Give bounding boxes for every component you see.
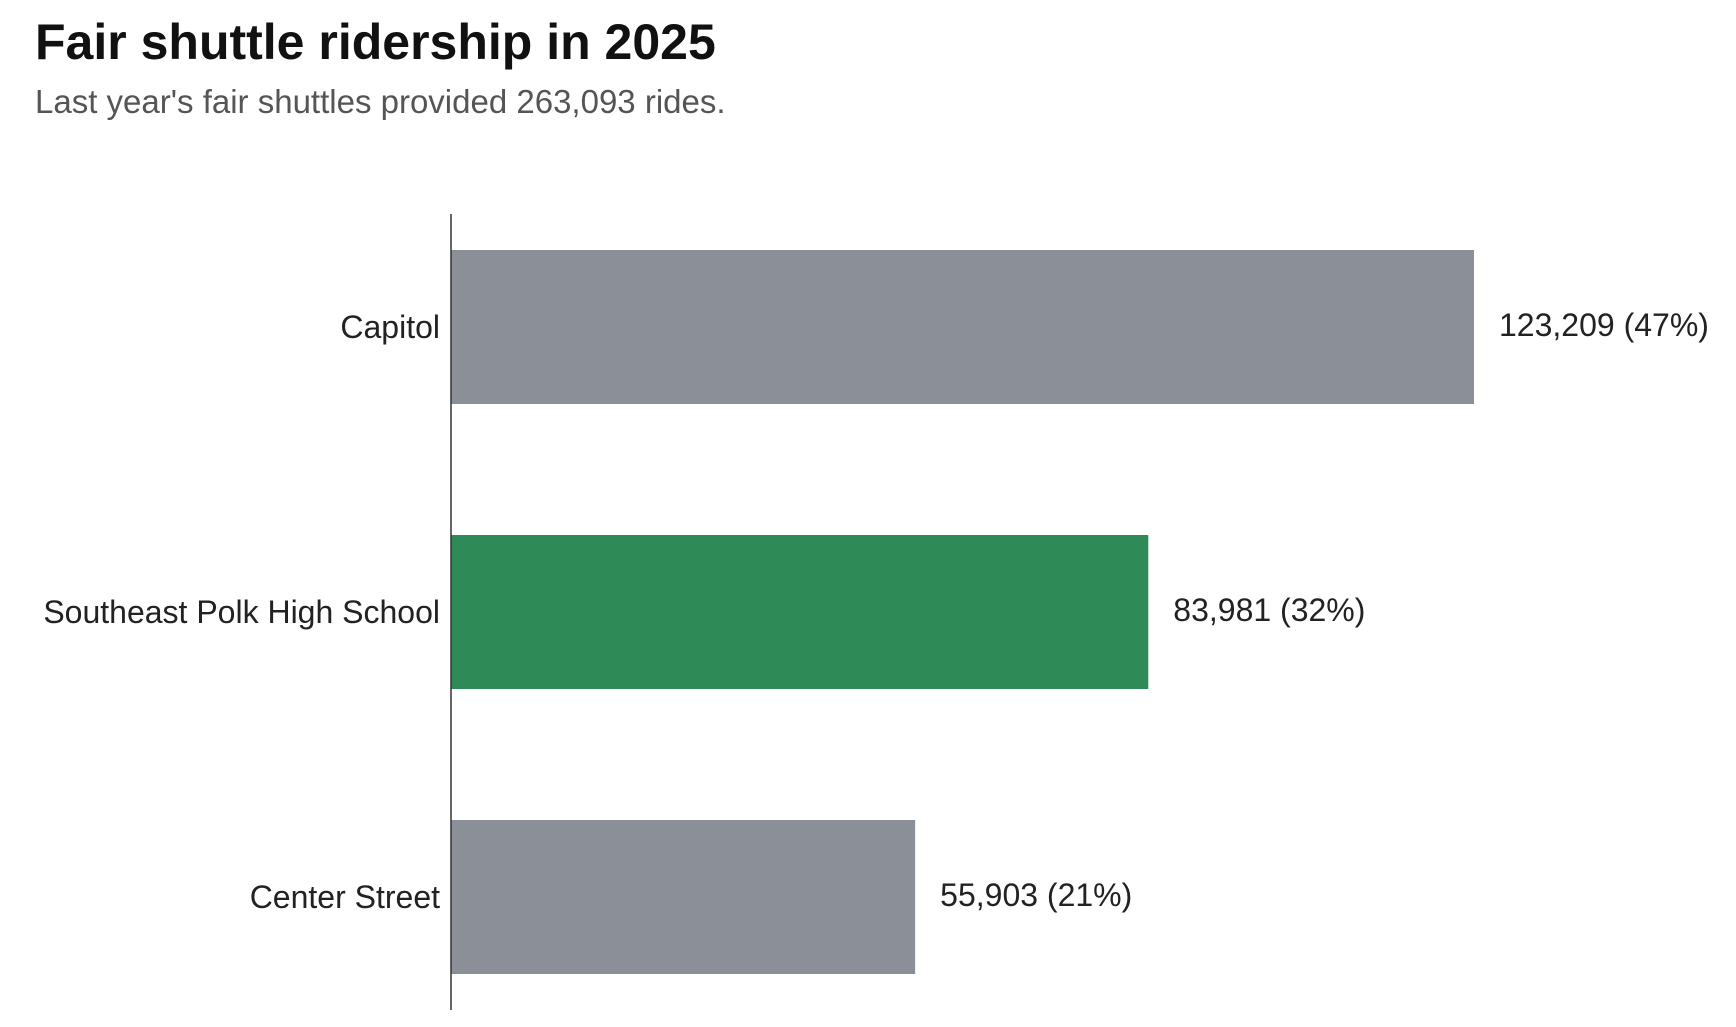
- data-label-capitol: 123,209 (47%): [1499, 307, 1709, 343]
- bar-center-street: [451, 820, 916, 974]
- bars-layer: Capitol 123,209 (47%) Southeast Polk High …: [43, 250, 1709, 974]
- category-label-capitol: Capitol: [340, 309, 440, 345]
- bar-capitol: [451, 250, 1474, 404]
- data-label-southeast-polk-high-school: 83,981 (32%): [1173, 592, 1365, 628]
- category-label-southeast-polk-high-school: Southeast Polk High School: [43, 594, 440, 630]
- chart-title: Fair shuttle ridership in 2025: [35, 14, 716, 70]
- category-label-center-street: Center Street: [250, 879, 440, 915]
- bar-southeast-polk-high-school: [451, 535, 1149, 689]
- chart-subtitle: Last year's fair shuttles provided 263,0…: [35, 83, 726, 120]
- data-label-center-street: 55,903 (21%): [940, 877, 1132, 913]
